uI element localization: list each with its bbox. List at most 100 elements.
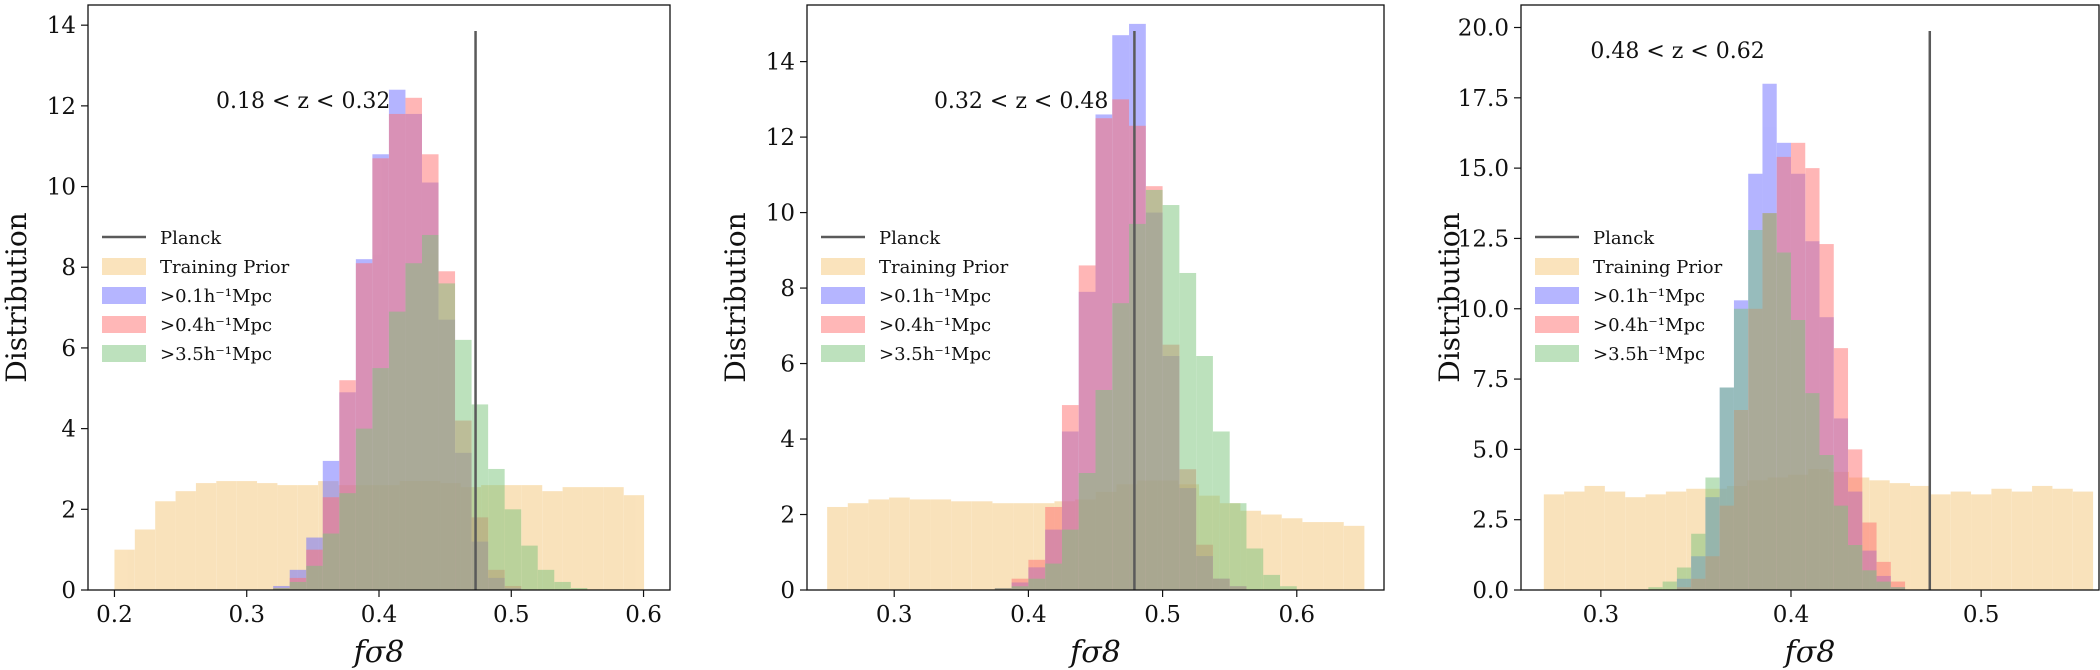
bar xyxy=(1604,491,1626,590)
legend-label-cut1: >0.1h⁻¹Mpc xyxy=(1593,286,1705,307)
bar xyxy=(1246,548,1264,590)
bar xyxy=(1748,230,1763,590)
axes-frame xyxy=(806,4,1385,591)
y-tick-label: 14 xyxy=(47,13,76,39)
bar xyxy=(1162,205,1180,590)
bar xyxy=(537,569,555,590)
bar xyxy=(1011,578,1029,590)
x-tick-label: 0.3 xyxy=(1583,602,1620,628)
bar xyxy=(236,481,258,590)
x-axis-label: fσ8 xyxy=(352,635,405,670)
y-tick-label: 12.5 xyxy=(1458,226,1509,252)
bar xyxy=(623,495,645,590)
legend-label-cut3: >3.5h⁻¹Mpc xyxy=(1593,344,1705,365)
bar xyxy=(1776,252,1791,590)
legend-label-planck: Planck xyxy=(1593,228,1655,249)
bar xyxy=(582,487,604,590)
bar xyxy=(438,283,456,590)
redshift-label: 0.48 < z < 0.62 xyxy=(1590,39,1764,64)
bar xyxy=(1302,522,1324,590)
bar xyxy=(1950,491,1972,590)
x-tick-label: 0.5 xyxy=(1963,602,2000,628)
bar xyxy=(1078,473,1096,590)
bar xyxy=(889,497,910,590)
legend-swatch-cut1 xyxy=(821,287,865,304)
x-tick-label: 0.5 xyxy=(1144,602,1181,628)
bar xyxy=(1584,485,1605,590)
legend-swatch-cut3 xyxy=(821,345,865,362)
y-tick-label: 4 xyxy=(61,417,76,443)
panel-middle: 0.3 0.4 0.5 0.6 0 2 4 6 8 10 12 14 fσ8 Distribution 0.… xyxy=(719,4,1385,670)
legend-swatch-cut3 xyxy=(102,345,146,362)
bar xyxy=(1719,387,1734,590)
bar xyxy=(405,263,422,590)
bar xyxy=(1790,320,1806,590)
bar xyxy=(1281,518,1303,590)
y-tick-label: 5.0 xyxy=(1472,437,1509,463)
bar xyxy=(1805,393,1820,590)
x-tick-label: 0.6 xyxy=(625,602,662,628)
bar xyxy=(1890,581,1906,590)
legend-label-cut2: >0.4h⁻¹Mpc xyxy=(879,315,991,336)
x-tick-label: 0.3 xyxy=(228,602,265,628)
legend-swatch-prior xyxy=(821,258,865,275)
bar xyxy=(1991,488,2012,590)
y-tick-label: 14 xyxy=(766,50,795,76)
bar xyxy=(339,493,356,590)
bar xyxy=(2032,485,2053,590)
bar xyxy=(827,506,848,590)
bar xyxy=(155,501,176,590)
y-tick-label: 12 xyxy=(47,94,76,120)
legend-label-cut2: >0.4h⁻¹Mpc xyxy=(1593,315,1705,336)
bar xyxy=(355,428,373,590)
bar xyxy=(1625,497,1646,590)
legend-label-planck: Planck xyxy=(160,228,222,249)
y-tick-label: 8 xyxy=(61,255,76,281)
legend-swatch-cut1 xyxy=(102,287,146,304)
legend-label-cut1: >0.1h⁻¹Mpc xyxy=(879,286,991,307)
y-tick-label: 12 xyxy=(766,125,795,151)
y-tick-label: 6 xyxy=(780,352,795,378)
y-tick-label: 2.5 xyxy=(1472,508,1509,534)
bar xyxy=(1280,586,1297,590)
bar xyxy=(847,503,869,590)
bar xyxy=(1564,491,1585,590)
bar xyxy=(1061,529,1079,590)
legend-label-cut3: >3.5h⁻¹Mpc xyxy=(879,344,991,365)
y-tick-label: 10.0 xyxy=(1458,297,1509,323)
bar xyxy=(1648,587,1663,590)
series-cut3 xyxy=(273,234,588,590)
series-cut3 xyxy=(994,189,1297,590)
bar xyxy=(257,483,278,590)
bar xyxy=(603,487,624,590)
bar xyxy=(388,311,406,590)
bar xyxy=(421,234,439,590)
x-tick-label: 0.4 xyxy=(1773,602,1810,628)
bar xyxy=(504,509,522,590)
x-tick-label: 0.3 xyxy=(876,602,913,628)
x-axis-label: fσ8 xyxy=(1783,635,1836,670)
bar xyxy=(1543,494,1565,590)
legend-label-cut2: >0.4h⁻¹Mpc xyxy=(160,315,272,336)
bar xyxy=(1762,213,1777,590)
y-tick-label: 15.0 xyxy=(1458,156,1509,182)
legend-swatch-cut2 xyxy=(102,316,146,333)
y-tick-label: 0 xyxy=(61,578,76,604)
bar xyxy=(971,501,993,590)
legend-label-cut3: >3.5h⁻¹Mpc xyxy=(160,344,272,365)
bar xyxy=(1229,503,1247,590)
axes-frame xyxy=(1520,4,2100,591)
x-tick-label: 0.5 xyxy=(493,602,530,628)
x-tick-label: 0.4 xyxy=(361,602,398,628)
x-tick-label: 0.4 xyxy=(1010,602,1047,628)
bar xyxy=(951,501,972,590)
bar xyxy=(1676,567,1692,590)
bar xyxy=(322,533,340,590)
bar xyxy=(1833,505,1849,590)
bar xyxy=(1645,494,1666,590)
bar xyxy=(868,499,890,590)
series-cut3 xyxy=(1648,213,1906,590)
legend-label-prior: Training Prior xyxy=(879,257,1009,278)
bar xyxy=(994,588,1012,590)
bar xyxy=(195,483,217,590)
